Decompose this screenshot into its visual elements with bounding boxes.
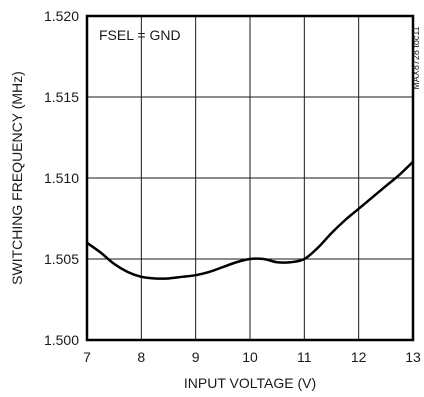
series-line-0 [85, 160, 415, 280]
x-tick-label: 10 [242, 349, 258, 365]
y-tick-label: 1.515 [44, 89, 79, 105]
x-tick-label: 12 [351, 349, 367, 365]
x-axis: 7 8 9 10 11 12 13 [83, 349, 421, 365]
x-tick-label: 8 [137, 349, 145, 365]
x-tick-label: 11 [297, 349, 312, 365]
annotation-fsel: FSEL = GND [99, 27, 181, 43]
figure-id-note: MAX8728 toc11 [411, 26, 421, 89]
x-tick-label: 7 [83, 349, 91, 365]
plot-frame [85, 14, 415, 342]
y-tick-label: 1.505 [44, 251, 79, 267]
series [85, 160, 415, 280]
x-tick-label: 13 [405, 349, 421, 365]
y-tick-label: 1.520 [44, 8, 79, 24]
x-axis-title: INPUT VOLTAGE (V) [184, 375, 316, 391]
y-tick-label: 1.510 [44, 170, 79, 186]
y-tick-label: 1.500 [44, 332, 79, 348]
y-axis: 1.500 1.505 1.510 1.515 1.520 [44, 8, 79, 348]
grid [87, 16, 413, 340]
x-tick-label: 9 [192, 349, 200, 365]
y-axis-title: SWITCHING FREQUENCY (MHz) [9, 71, 25, 285]
